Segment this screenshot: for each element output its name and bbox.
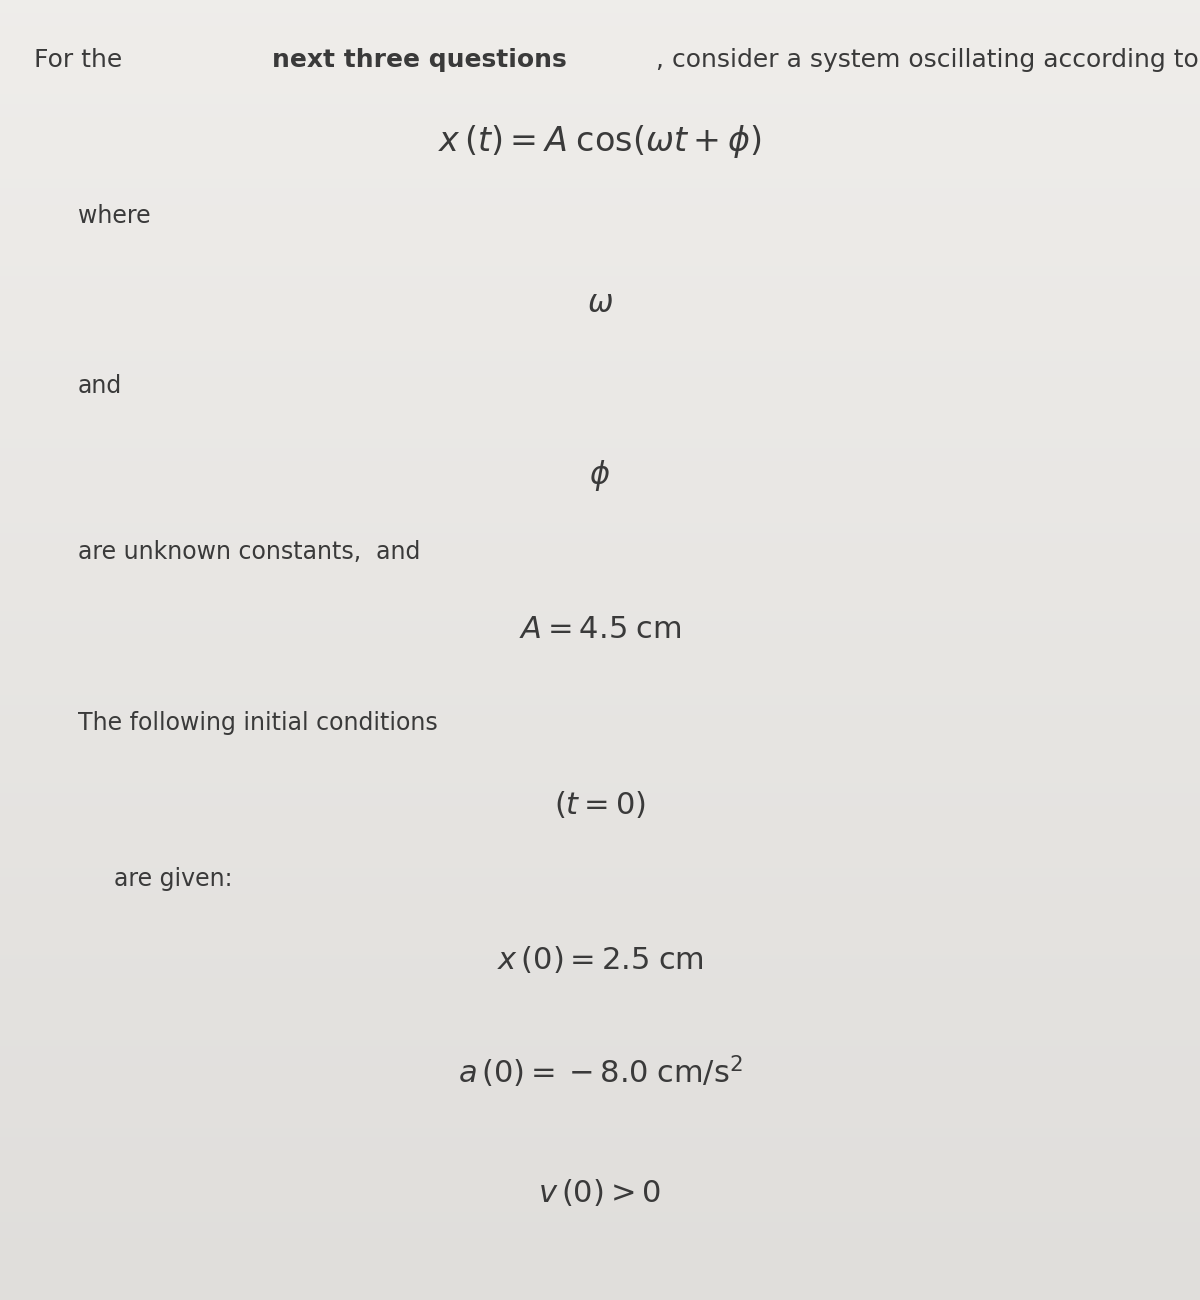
Text: $A = 4.5\;\mathrm{cm}$: $A = 4.5\;\mathrm{cm}$ — [518, 615, 682, 644]
Text: and: and — [78, 374, 122, 398]
Text: For the: For the — [34, 48, 130, 72]
Text: The following initial conditions: The following initial conditions — [78, 711, 438, 734]
Text: $a\,(0) = -8.0\;\mathrm{cm/s}^2$: $a\,(0) = -8.0\;\mathrm{cm/s}^2$ — [457, 1053, 743, 1089]
Text: where: where — [78, 204, 151, 227]
Text: are given:: are given: — [114, 867, 233, 890]
Text: $x\,(0) = 2.5\;\mathrm{cm}$: $x\,(0) = 2.5\;\mathrm{cm}$ — [497, 944, 703, 975]
Text: $v\,(0) > 0$: $v\,(0) > 0$ — [539, 1176, 661, 1208]
Text: $x\,(t) = A\;\cos(\omega t + \phi)$: $x\,(t) = A\;\cos(\omega t + \phi)$ — [438, 124, 762, 160]
Text: , consider a system oscillating according to the function: , consider a system oscillating accordin… — [655, 48, 1200, 72]
Text: next three questions: next three questions — [272, 48, 568, 72]
Text: are unknown constants,  and: are unknown constants, and — [78, 540, 420, 563]
Text: $\omega$: $\omega$ — [587, 289, 613, 317]
Text: $(t = 0)$: $(t = 0)$ — [554, 789, 646, 820]
Text: $\phi$: $\phi$ — [589, 458, 611, 493]
